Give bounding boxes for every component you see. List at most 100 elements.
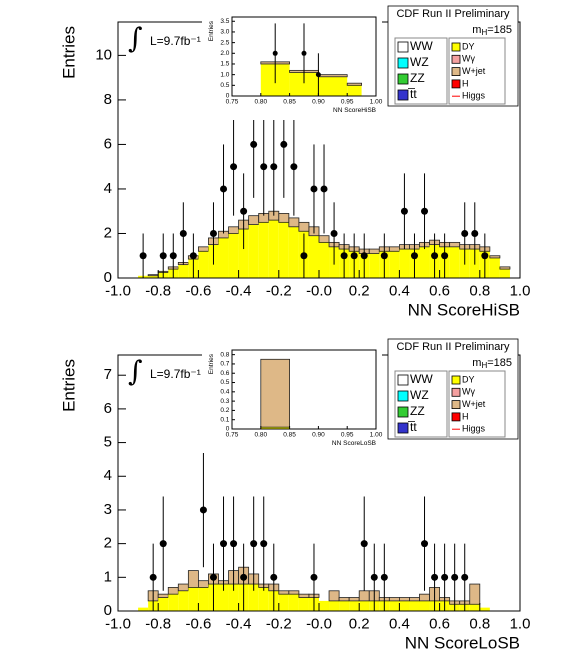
experiment-label: CDF Run II Preliminary (396, 8, 510, 20)
legend-swatch (451, 375, 461, 385)
data-point (370, 573, 378, 581)
bin-bar (449, 241, 461, 248)
bin-bar (228, 233, 239, 278)
legend-label: W+jet (462, 399, 486, 409)
data-point (431, 573, 439, 581)
y-tick-label: 3.5 (220, 18, 229, 25)
y-tick-label: 0 (104, 602, 112, 619)
y-tick-label: 0.3 (220, 398, 229, 405)
bin-bar (298, 597, 309, 611)
bin-bar (288, 594, 299, 611)
legend-swatch (397, 422, 409, 434)
data-point (471, 229, 479, 237)
data-point (220, 540, 228, 548)
bin-bar (218, 584, 229, 611)
y-tick-label: 1.0 (220, 71, 229, 78)
x-tick-label: 0.85 (283, 432, 296, 439)
x-tick-label: -0.4 (226, 615, 252, 632)
data-point (240, 207, 248, 215)
legend-label: Higgs (462, 424, 486, 434)
y-axis-label: Entries (59, 26, 78, 79)
data-point (240, 573, 248, 581)
mass-label-part: H (481, 361, 487, 370)
data-point (421, 207, 429, 215)
data-point (461, 573, 469, 581)
data-point (400, 207, 408, 215)
legend-label: WW (410, 39, 433, 53)
data-point (481, 252, 489, 260)
data-point (260, 163, 268, 171)
bin-bar (489, 257, 500, 278)
y-tick-label: 6 (104, 400, 112, 417)
x-tick-label: 1.0 (510, 615, 531, 632)
x-tick-label: -1.0 (105, 615, 131, 632)
x-tick-label: 0.80 (254, 99, 267, 106)
x-tick-label: 0.95 (341, 432, 354, 439)
bin-bar (398, 597, 410, 602)
bin-bar (388, 597, 400, 602)
data-point (260, 540, 268, 548)
bin-bar (419, 246, 430, 278)
x-tick-label: -0.4 (226, 282, 252, 299)
bin-bar (339, 600, 350, 611)
bin-bar (499, 269, 510, 278)
bin-bar (167, 587, 179, 595)
legend-label: Wγ (462, 54, 475, 64)
x-tick-label: 0.90 (312, 432, 325, 439)
data-point (410, 252, 418, 260)
y-tick-label: 4 (104, 467, 112, 484)
bin-bar (409, 597, 420, 602)
data-point (209, 573, 217, 581)
bin-bar (288, 590, 300, 595)
bin-bar (308, 235, 319, 278)
bin-bar (248, 584, 259, 611)
y-tick-label: 0.4 (220, 389, 229, 396)
bin-bar (347, 85, 362, 96)
legend-label: ZZ (410, 404, 425, 418)
y-tick-label: 0.8 (220, 351, 229, 358)
bin-bar (178, 264, 189, 278)
legend-swatch (397, 89, 409, 101)
bin-bar (346, 82, 363, 86)
mass-label-part: H (481, 28, 487, 37)
legend-label: ZZ (410, 71, 425, 85)
legend-label: t̅t (408, 420, 418, 434)
mass-label-part: =185 (487, 24, 512, 36)
legend-swatch (451, 42, 461, 52)
bin-bar (168, 594, 179, 611)
mass-label-part: m (472, 24, 481, 36)
y-tick-label: 5 (104, 434, 112, 451)
data-point (159, 540, 167, 548)
legend-swatch (397, 57, 409, 69)
bin-bar (479, 607, 490, 611)
data-point (230, 163, 238, 171)
data-point (431, 252, 439, 260)
bin-bar (399, 600, 410, 611)
data-point (290, 163, 298, 171)
x-tick-label: 0.75 (226, 99, 239, 106)
bin-bar (138, 607, 149, 611)
data-point (320, 185, 328, 193)
bin-bar (298, 593, 310, 598)
y-tick-label: 3 (104, 501, 112, 518)
bin-bar (278, 213, 290, 223)
bin-bar (218, 237, 229, 278)
x-tick-label: 0.90 (312, 99, 325, 106)
x-tick-label: -0.2 (266, 615, 292, 632)
data-point (159, 252, 167, 260)
y-tick-label: 0.1 (220, 416, 229, 423)
x-axis-label: NN ScoreHiSB (333, 107, 376, 114)
bin-bar (258, 587, 269, 611)
bin-bar (260, 427, 290, 429)
legend-swatch (397, 73, 409, 85)
x-tick-label: 0.4 (389, 282, 410, 299)
legend-label: Higgs (462, 91, 486, 101)
bin-bar (178, 590, 189, 611)
bin-bar (358, 590, 370, 602)
data-point (310, 573, 318, 581)
bin-bar (409, 600, 420, 611)
mass-label: mH=185 (472, 357, 512, 370)
y-tick-label: 0.2 (220, 407, 229, 414)
x-tick-label: 0.2 (349, 615, 370, 632)
integral-sign: ∫ (128, 22, 143, 55)
